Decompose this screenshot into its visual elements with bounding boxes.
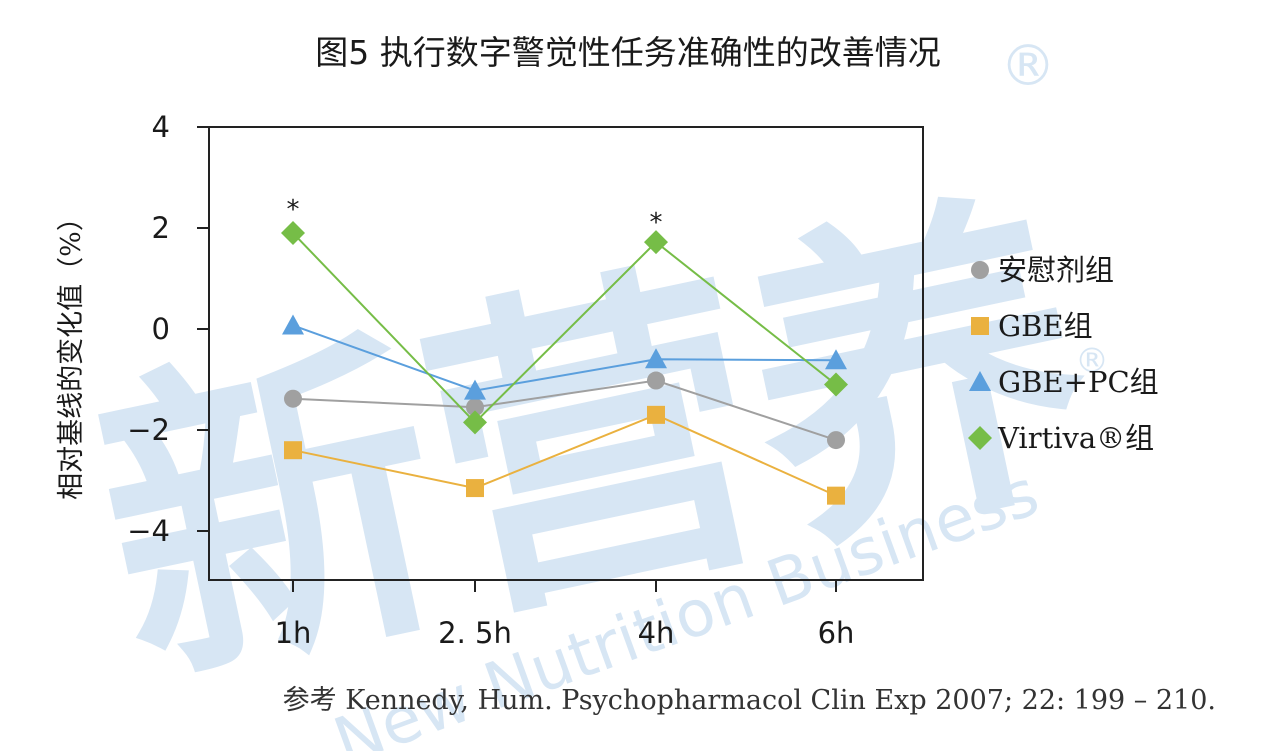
data-point <box>464 379 486 400</box>
legend-label: Virtiva®组 <box>997 421 1154 455</box>
legend-label: GBE组 <box>998 309 1093 343</box>
series-0 <box>284 371 845 450</box>
y-tick-label: 2 <box>152 211 170 245</box>
legend-marker <box>969 371 991 391</box>
x-tick-label: 6h <box>818 616 855 650</box>
reference-note: 参考 Kennedy, Hum. Psychopharmacol Clin Ex… <box>283 685 1216 716</box>
legend-item: GBE组 <box>971 309 1093 343</box>
data-point <box>827 486 845 505</box>
data-point <box>647 371 665 390</box>
legend: 安慰剂组 GBE组 GBE+PC组 Virtiva®组 <box>968 253 1159 455</box>
legend-item: 安慰剂组 <box>971 253 1114 287</box>
x-tick-label: 4h <box>638 616 675 650</box>
significance-marker: * <box>287 195 300 225</box>
y-tick-label: 4 <box>152 110 170 144</box>
y-tick-label: −2 <box>127 413 170 447</box>
data-point <box>644 230 668 255</box>
x-tick-label: 2. 5h <box>438 616 512 650</box>
series-2 <box>282 314 847 400</box>
series-layer <box>281 221 848 505</box>
plot-frame <box>208 126 924 581</box>
significance-marker: * <box>650 208 663 238</box>
data-point <box>281 221 305 246</box>
series-1 <box>284 405 845 505</box>
legend-marker <box>968 426 992 450</box>
data-point <box>282 314 304 335</box>
series-line <box>292 324 837 392</box>
series-line <box>292 232 837 424</box>
y-tick-label: −4 <box>127 514 170 548</box>
legend-label: GBE+PC组 <box>998 365 1159 399</box>
legend-item: GBE+PC组 <box>969 365 1159 399</box>
series-line <box>292 413 837 497</box>
annotations: * * <box>287 195 663 238</box>
data-point <box>466 479 484 498</box>
data-point <box>825 349 847 370</box>
legend-marker <box>971 261 989 279</box>
chart-title: 图5 执行数字警觉性任务准确性的改善情况 <box>315 33 941 72</box>
watermark-registered-mark-small: ® <box>1075 341 1109 381</box>
series-line <box>292 379 837 442</box>
watermark-registered-mark: ® <box>1000 34 1056 99</box>
data-point <box>463 410 487 435</box>
legend-label: 安慰剂组 <box>998 253 1114 287</box>
watermark: 新营养 New Nutrition Business ® ® <box>71 34 1119 751</box>
data-point <box>284 441 302 460</box>
legend-item: Virtiva®组 <box>968 421 1154 455</box>
data-point <box>827 431 845 450</box>
data-point <box>284 389 302 408</box>
legend-marker <box>971 317 989 335</box>
data-point <box>647 405 665 424</box>
data-point <box>645 348 667 369</box>
data-point <box>466 398 484 417</box>
y-axis-label: 相对基线的变化值（%） <box>56 204 87 500</box>
axes: 4 2 0 −2 −4 1h 2. 5h 4h 6h <box>127 110 854 650</box>
y-tick-label: 0 <box>152 312 170 346</box>
series-3 <box>281 221 848 435</box>
x-tick-label: 1h <box>275 616 312 650</box>
data-point <box>824 372 848 397</box>
